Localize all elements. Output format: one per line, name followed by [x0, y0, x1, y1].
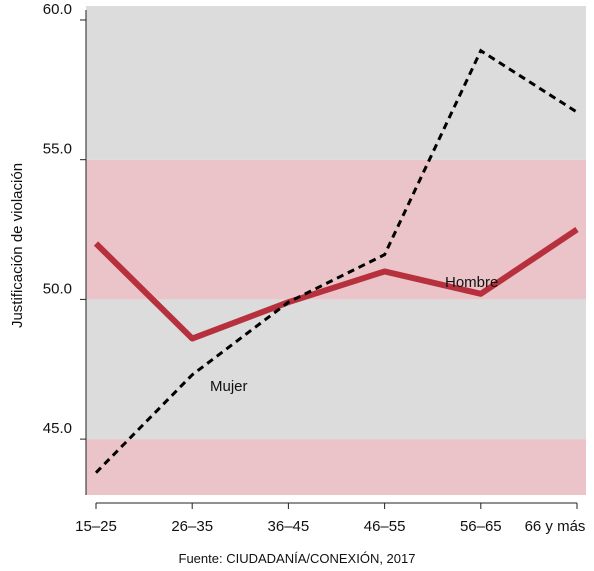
- annotation-hombre: Hombre: [445, 274, 498, 291]
- axes: 45.0 50.0 55.0 60.0 15–25 26–35 36–45 46–55 56–6…: [9, 1, 585, 535]
- series-line-hombre: [93, 227, 579, 342]
- series-lines: [93, 48, 579, 474]
- background-band-2: [86, 159, 586, 300]
- background-band-0: [86, 439, 586, 495]
- x-tick-label: 46–55: [364, 518, 406, 535]
- annotation-mujer: Mujer: [210, 378, 248, 395]
- x-tick-label: 56–65: [460, 518, 502, 535]
- background-bands: [86, 6, 586, 495]
- x-tick-label: 15–25: [75, 518, 117, 535]
- x-tick-label: 26–35: [171, 518, 213, 535]
- labels: Hombre Mujer Fuente: CIUDADANÍA/CONEXIÓN, …: [179, 274, 499, 566]
- x-tick-label: 66 y más: [525, 518, 586, 535]
- y-axis-title: Justificación de violación: [9, 163, 26, 328]
- x-tick-label: 36–45: [268, 518, 310, 535]
- background-band-3: [86, 6, 586, 160]
- y-tick-label: 55.0: [43, 141, 72, 158]
- series-line-mujer: [94, 48, 578, 474]
- y-tick-label: 45.0: [43, 420, 72, 437]
- source-note: Fuente: CIUDADANÍA/CONEXIÓN, 2017: [179, 551, 416, 566]
- y-tick-label: 50.0: [43, 280, 72, 297]
- y-tick-label: 60.0: [43, 1, 72, 18]
- background-band-1: [86, 299, 586, 440]
